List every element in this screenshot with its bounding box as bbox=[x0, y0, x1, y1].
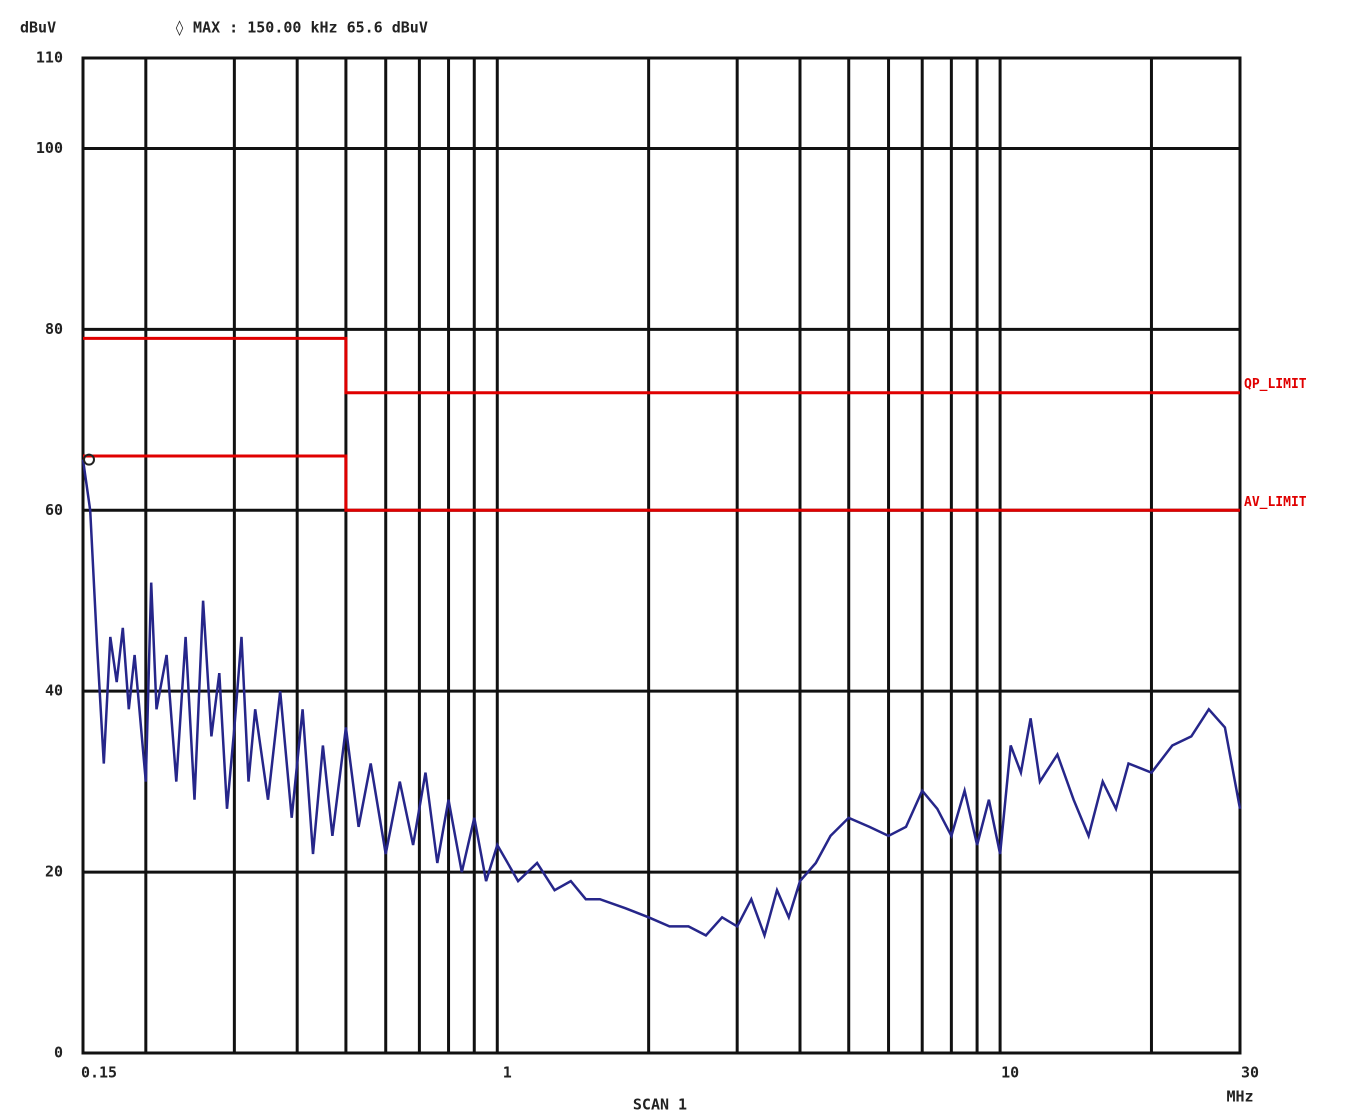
series-line bbox=[83, 336, 1240, 395]
x-unit: MHz bbox=[1226, 1088, 1253, 1106]
x-tick-label: 10 bbox=[1001, 1064, 1019, 1082]
peak-marker bbox=[83, 453, 95, 466]
y-tick-label: 40 bbox=[45, 682, 63, 700]
legend-label: QP_LIMIT bbox=[1244, 377, 1307, 392]
y-tick-label: 80 bbox=[45, 320, 63, 338]
plot-frame bbox=[81, 56, 1242, 1055]
series-line bbox=[83, 454, 1240, 512]
x-tick-label: 1 bbox=[503, 1064, 512, 1082]
series-line bbox=[81, 459, 1242, 940]
y-axis-label: dBuV bbox=[20, 19, 56, 37]
x-tick-label: 30 bbox=[1241, 1064, 1259, 1082]
marker-readout: ◊ MAX : 150.00 kHz 65.6 dBuV bbox=[175, 19, 428, 37]
y-tick-label: 20 bbox=[45, 863, 63, 881]
x-axis-label: SCAN 1 bbox=[633, 1096, 687, 1113]
legend-label: AV_LIMIT bbox=[1244, 495, 1307, 510]
y-tick-label: 110 bbox=[36, 49, 63, 67]
y-tick-label: 0 bbox=[54, 1044, 63, 1062]
y-tick-label: 100 bbox=[36, 139, 63, 157]
x-tick-label: 0.15 bbox=[81, 1064, 117, 1082]
y-tick-label: 60 bbox=[45, 501, 63, 519]
